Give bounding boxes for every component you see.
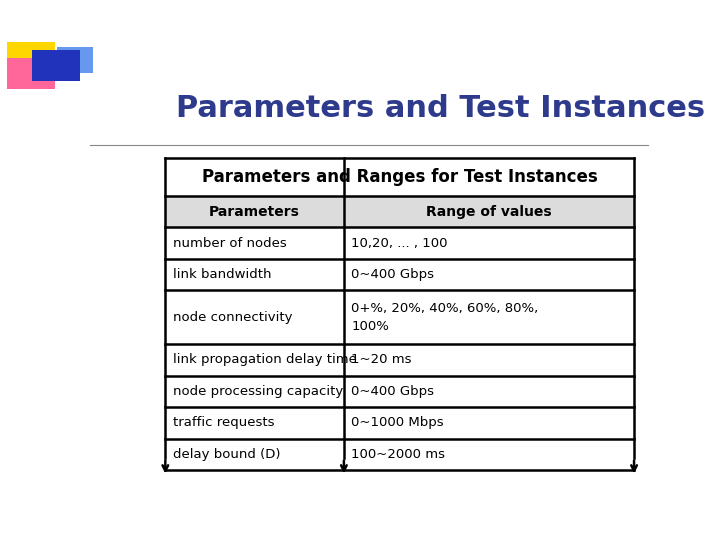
Text: link propagation delay time: link propagation delay time (173, 353, 356, 367)
Text: 1~20 ms: 1~20 ms (351, 353, 412, 367)
Text: 10,20, ... , 100: 10,20, ... , 100 (351, 237, 448, 249)
Text: Range of values: Range of values (426, 205, 552, 219)
Text: Parameters: Parameters (210, 205, 300, 219)
Text: link bandwidth: link bandwidth (173, 268, 271, 281)
Text: Parameters and Test Instances: Parameters and Test Instances (176, 94, 706, 123)
Text: Parameters and Ranges for Test Instances: Parameters and Ranges for Test Instances (202, 168, 598, 186)
Text: 0~400 Gbps: 0~400 Gbps (351, 385, 434, 398)
Text: 100~2000 ms: 100~2000 ms (351, 448, 445, 461)
Text: 0~1000 Mbps: 0~1000 Mbps (351, 416, 444, 429)
Text: node processing capacity: node processing capacity (173, 385, 343, 398)
Text: node connectivity: node connectivity (173, 311, 292, 324)
Text: number of nodes: number of nodes (173, 237, 287, 249)
Text: delay bound (D): delay bound (D) (173, 448, 280, 461)
Text: 0+%, 20%, 40%, 60%, 80%,
100%: 0+%, 20%, 40%, 60%, 80%, 100% (351, 302, 539, 333)
FancyBboxPatch shape (166, 196, 634, 227)
Text: 0~400 Gbps: 0~400 Gbps (351, 268, 434, 281)
Text: traffic requests: traffic requests (173, 416, 274, 429)
